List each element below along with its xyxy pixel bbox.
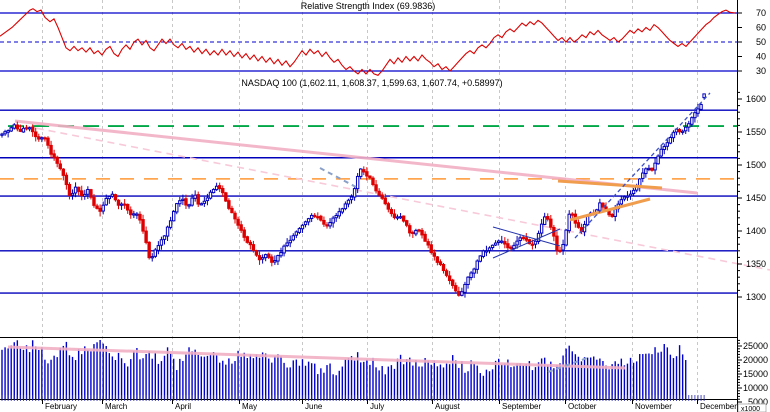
svg-text:1350: 1350 <box>746 259 766 269</box>
price-series-label: NASDAQ 100 (1,602.11, 1,608.37, 1,599.63… <box>241 78 503 88</box>
svg-text:November: November <box>635 402 672 411</box>
svg-text:1550: 1550 <box>746 127 766 137</box>
month-gridlines <box>42 0 698 399</box>
price-level-lines <box>0 109 737 294</box>
svg-text:50: 50 <box>756 37 766 47</box>
svg-text:May: May <box>242 402 257 411</box>
volume-axis-labels: 25000 20000 15000 10000 5000 <box>737 339 768 407</box>
svg-text:1500: 1500 <box>746 160 766 170</box>
svg-text:5000: 5000 <box>748 397 768 407</box>
volume-unit-label: x1000 <box>737 403 767 412</box>
svg-text:70: 70 <box>756 8 766 18</box>
svg-text:July: July <box>370 402 384 411</box>
svg-text:60: 60 <box>756 23 766 33</box>
svg-text:25000: 25000 <box>743 341 768 351</box>
svg-text:February: February <box>45 402 77 411</box>
rsi-axis-labels: 70 60 50 40 30 <box>737 8 766 76</box>
rsi-indicator-label: Relative Strength Index (69.9836) <box>300 1 436 11</box>
volume-trendlines <box>7 345 626 373</box>
price-trendlines-over <box>319 92 711 259</box>
price-axis-labels: 1600 1550 1500 1450 1400 1350 1300 <box>737 91 766 302</box>
volume-bars <box>1 340 687 399</box>
svg-text:20000: 20000 <box>743 355 768 365</box>
svg-text:1450: 1450 <box>746 193 766 203</box>
svg-text:June: June <box>305 402 323 411</box>
svg-text:1300: 1300 <box>746 292 766 302</box>
svg-text:40: 40 <box>756 52 766 62</box>
month-axis: February March April May June July August Septe… <box>1 395 737 411</box>
rsi-line <box>0 8 736 76</box>
svg-text:October: October <box>568 402 597 411</box>
svg-text:December: December <box>700 402 737 411</box>
svg-text:30: 30 <box>756 66 766 76</box>
svg-text:March: March <box>105 402 127 411</box>
price-trendlines-under <box>14 119 770 271</box>
candlestick-series <box>0 93 706 298</box>
svg-text:10000: 10000 <box>743 383 768 393</box>
svg-text:15000: 15000 <box>743 369 768 379</box>
svg-text:September: September <box>502 402 541 411</box>
svg-text:August: August <box>435 402 461 411</box>
svg-text:1600: 1600 <box>746 94 766 104</box>
svg-text:x1000: x1000 <box>741 406 760 412</box>
svg-text:1400: 1400 <box>746 226 766 236</box>
svg-text:April: April <box>175 402 191 411</box>
